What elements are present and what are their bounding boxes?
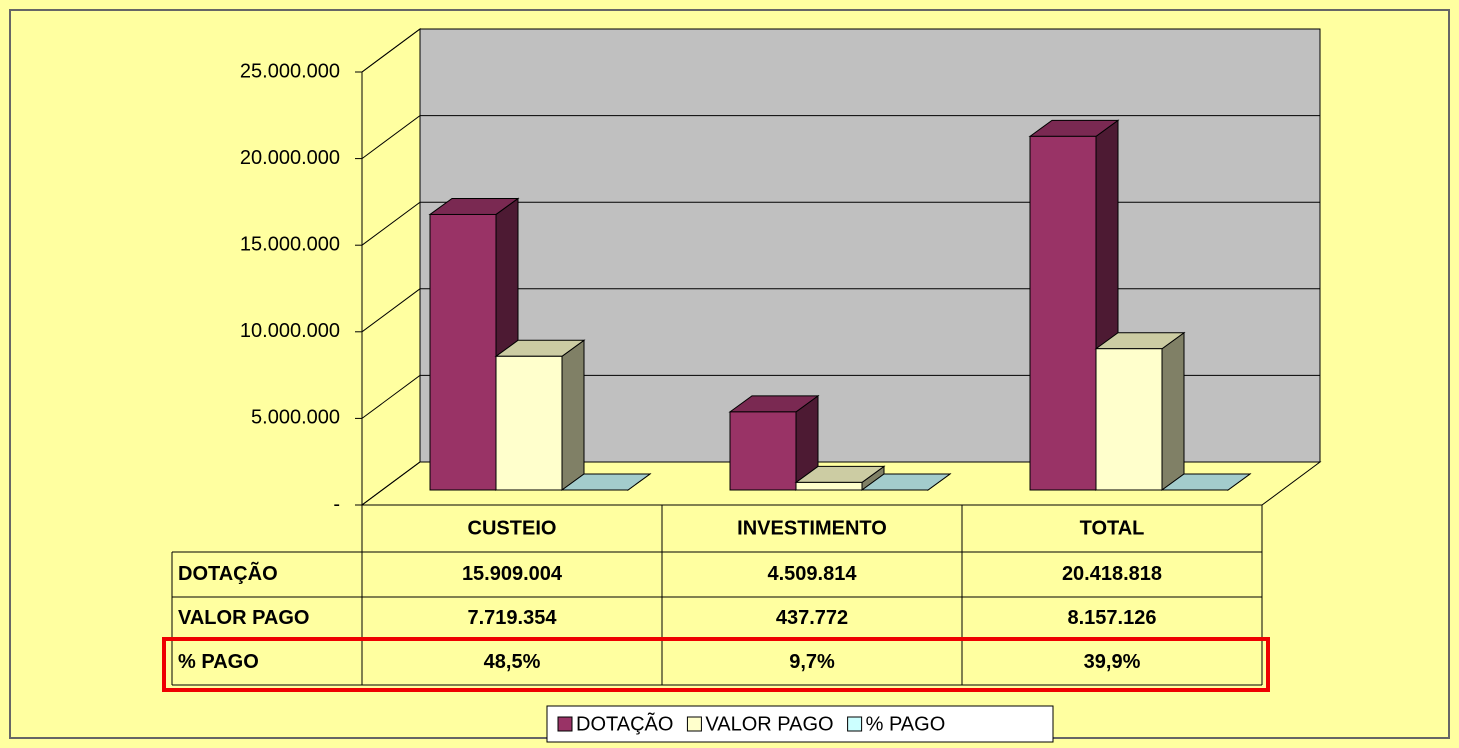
row-label: % PAGO [178,651,259,673]
data-label: 8.157.126 [1068,607,1157,629]
bar-front [495,355,563,491]
grid-line [361,374,1320,419]
legend-swatch [847,716,863,732]
grid-line [361,201,1320,246]
grid-line [361,115,1320,160]
data-label: 15.909.004 [462,563,563,585]
data-label: 48,5% [484,651,541,673]
bar [560,473,652,491]
y-tick-label: 10.000.000 [240,320,340,342]
data-label: 7.719.354 [468,607,558,629]
grid-line [361,461,1320,506]
legend-label: VALOR PAGO [705,713,833,735]
bar [728,394,820,491]
row-label: DOTAÇÃO [178,562,278,585]
legend-swatch [686,716,702,732]
side-wall [361,28,421,506]
bar [794,465,886,491]
legend-label: % PAGO [866,713,946,735]
data-label: 4.509.814 [768,563,858,585]
bar [860,473,952,491]
row-label: VALOR PAGO [178,607,309,629]
bar [1160,473,1252,491]
bar-side [1161,331,1185,491]
bar-front [1029,135,1097,491]
data-label: 20.418.818 [1062,563,1162,585]
bar [1094,331,1186,491]
x-tick-label: CUSTEIO [468,517,557,539]
data-label: 9,7% [789,651,835,673]
grid-line [361,288,1320,333]
bar [494,339,586,491]
bar-front [795,481,863,491]
bar-front [429,213,497,491]
x-tick-label: INVESTIMENTO [737,517,887,539]
y-tick-label: 25.000.000 [240,60,340,82]
y-tick-label: 5.000.000 [251,407,340,429]
data-label: 39,9% [1084,651,1141,673]
y-tick-label: - [333,493,340,515]
x-tick-label: TOTAL [1080,517,1145,539]
data-label: 437.772 [776,607,848,629]
bar-front [729,411,797,491]
legend [546,705,1054,743]
bar-side [561,339,585,491]
bar-front [1095,348,1163,491]
legend-label: DOTAÇÃO [576,711,673,735]
y-tick-label: 15.000.000 [240,233,340,255]
y-tick-label: 20.000.000 [240,147,340,169]
legend-swatch [557,716,573,732]
grid-line [361,28,1320,73]
highlight-box [162,637,1270,692]
